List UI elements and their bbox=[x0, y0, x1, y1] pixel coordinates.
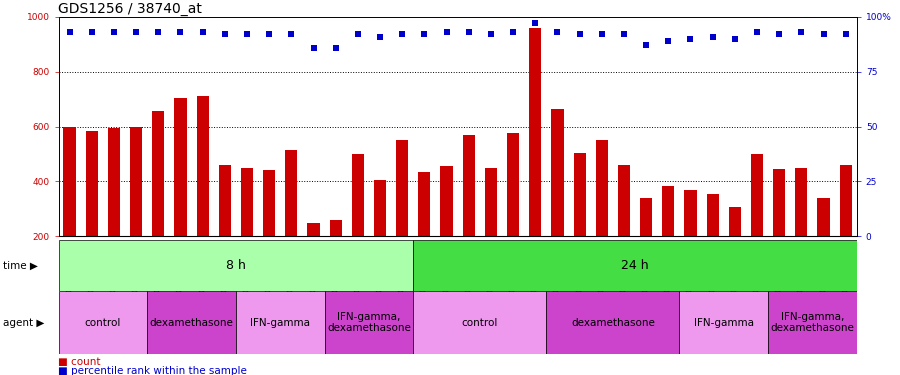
Bar bbox=[396, 140, 409, 291]
Bar bbox=[463, 135, 475, 291]
Text: 24 h: 24 h bbox=[621, 259, 649, 272]
Bar bbox=[152, 111, 165, 291]
Bar bbox=[418, 172, 430, 291]
Bar bbox=[573, 153, 586, 291]
Bar bbox=[58, 291, 148, 354]
Bar bbox=[485, 168, 497, 291]
Bar bbox=[148, 291, 236, 354]
Bar bbox=[840, 165, 851, 291]
Bar bbox=[308, 222, 320, 291]
Bar bbox=[130, 127, 142, 291]
Bar bbox=[413, 240, 857, 291]
Text: agent ▶: agent ▶ bbox=[3, 318, 44, 327]
Bar bbox=[440, 166, 453, 291]
Text: IFN-gamma,
dexamethasone: IFN-gamma, dexamethasone bbox=[770, 312, 854, 333]
Bar bbox=[751, 154, 763, 291]
Bar bbox=[196, 96, 209, 291]
Bar bbox=[796, 168, 807, 291]
Bar bbox=[817, 198, 830, 291]
Bar bbox=[374, 180, 386, 291]
Text: ■ count: ■ count bbox=[58, 357, 101, 367]
Bar bbox=[684, 190, 697, 291]
Bar bbox=[64, 127, 76, 291]
Bar bbox=[413, 291, 546, 354]
Bar bbox=[640, 198, 652, 291]
Text: time ▶: time ▶ bbox=[3, 260, 38, 270]
Bar bbox=[241, 168, 253, 291]
Bar bbox=[263, 170, 275, 291]
Bar bbox=[706, 194, 719, 291]
Bar bbox=[236, 291, 325, 354]
Text: dexamethasone: dexamethasone bbox=[149, 318, 233, 327]
Text: dexamethasone: dexamethasone bbox=[571, 318, 655, 327]
Bar bbox=[618, 165, 630, 291]
Text: 8 h: 8 h bbox=[226, 259, 246, 272]
Text: IFN-gamma: IFN-gamma bbox=[694, 318, 753, 327]
Bar bbox=[285, 150, 297, 291]
Bar bbox=[729, 207, 741, 291]
Bar bbox=[175, 98, 186, 291]
Bar bbox=[507, 134, 519, 291]
Bar bbox=[680, 291, 768, 354]
Bar bbox=[108, 128, 120, 291]
Bar bbox=[58, 240, 413, 291]
Bar bbox=[662, 186, 674, 291]
Text: IFN-gamma,
dexamethasone: IFN-gamma, dexamethasone bbox=[327, 312, 411, 333]
Bar bbox=[773, 169, 786, 291]
Text: control: control bbox=[85, 318, 121, 327]
Text: ■ percentile rank within the sample: ■ percentile rank within the sample bbox=[58, 366, 248, 375]
Bar bbox=[529, 28, 542, 291]
Bar bbox=[552, 109, 563, 291]
Bar bbox=[768, 291, 857, 354]
Text: IFN-gamma: IFN-gamma bbox=[250, 318, 310, 327]
Bar bbox=[352, 154, 364, 291]
Bar bbox=[86, 130, 98, 291]
Bar bbox=[329, 220, 342, 291]
Text: control: control bbox=[462, 318, 498, 327]
Text: GDS1256 / 38740_at: GDS1256 / 38740_at bbox=[58, 2, 202, 16]
Bar bbox=[546, 291, 680, 354]
Bar bbox=[219, 165, 231, 291]
Bar bbox=[596, 140, 608, 291]
Bar bbox=[325, 291, 413, 354]
